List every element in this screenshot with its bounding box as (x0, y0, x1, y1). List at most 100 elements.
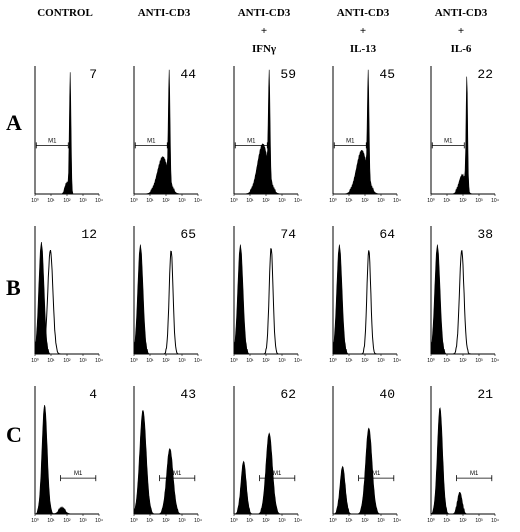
x-tick-label: 10⁰ (130, 518, 138, 524)
x-tick-label: 10³ (377, 518, 385, 524)
gate-label: M1 (48, 138, 57, 144)
x-tick-label: 10⁰ (427, 358, 435, 364)
gate-label: M1 (444, 138, 453, 144)
percent-value: 62 (280, 387, 296, 402)
percent-value: 64 (379, 227, 395, 242)
x-tick-label: 10³ (79, 198, 87, 204)
x-tick-label: 10² (262, 518, 270, 524)
x-tick-label: 10¹ (47, 198, 55, 204)
histogram-panel: 10⁰ 10¹ 10² 10³ 10⁴ M1 4 (31, 386, 103, 524)
x-tick-label: 10⁴ (393, 198, 401, 204)
x-tick-label: 10⁰ (230, 358, 238, 364)
percent-value: 74 (280, 227, 296, 242)
x-tick-label: 10² (361, 358, 369, 364)
percent-value: 38 (477, 227, 493, 242)
x-tick-label: 10⁴ (491, 198, 499, 204)
x-tick-label: 10³ (278, 358, 286, 364)
column-header: + (261, 25, 267, 37)
gate-label: M1 (346, 138, 355, 144)
histogram-panel: 10⁰ 10¹ 10² 10³ 10⁴ M1 45 (329, 66, 401, 204)
x-tick-label: 10² (262, 198, 270, 204)
x-tick-label: 10⁴ (491, 358, 499, 364)
x-tick-label: 10¹ (345, 358, 353, 364)
x-tick-label: 10¹ (47, 518, 55, 524)
x-tick-label: 10³ (475, 358, 483, 364)
x-tick-label: 10¹ (246, 358, 254, 364)
x-tick-label: 10² (162, 518, 170, 524)
column-header: IL-6 (451, 43, 472, 55)
x-tick-label: 10³ (278, 198, 286, 204)
column-header: ANTI-CD3 (138, 7, 191, 19)
x-tick-label: 10¹ (443, 358, 451, 364)
gate-label: M1 (74, 471, 83, 477)
histogram-filled (430, 407, 495, 515)
histogram-panel: 10⁰ 10¹ 10² 10³ 10⁴ M1 7 (31, 66, 103, 204)
percent-value: 12 (81, 227, 97, 242)
x-tick-label: 10⁰ (427, 518, 435, 524)
column-header: + (458, 25, 464, 37)
histogram-filled (133, 244, 198, 355)
histogram-panel: 10⁰ 10¹ 10² 10³ 10⁴ M1 59 (230, 66, 302, 204)
x-tick-label: 10⁴ (294, 198, 302, 204)
x-tick-label: 10⁴ (194, 518, 202, 524)
histogram-filled (134, 69, 198, 195)
x-tick-label: 10² (63, 198, 71, 204)
histogram-panel: 10⁰ 10¹ 10² 10³ 10⁴ 74 (230, 226, 302, 364)
histogram-filled (333, 69, 397, 195)
x-tick-label: 10³ (475, 198, 483, 204)
percent-value: 22 (477, 67, 493, 82)
x-tick-label: 10⁰ (31, 198, 39, 204)
row-label: A (6, 110, 22, 135)
x-tick-label: 10¹ (246, 518, 254, 524)
histogram-filled (431, 76, 495, 195)
row-label: C (6, 422, 22, 447)
histogram-filled (233, 244, 298, 355)
x-tick-label: 10⁰ (230, 198, 238, 204)
gate-label: M1 (372, 471, 381, 477)
percent-value: 40 (379, 387, 395, 402)
column-header: CONTROL (37, 7, 93, 19)
x-tick-label: 10¹ (345, 198, 353, 204)
gate-label: M1 (273, 471, 282, 477)
x-tick-label: 10³ (377, 198, 385, 204)
x-tick-label: 10³ (79, 518, 87, 524)
x-tick-label: 10¹ (146, 198, 154, 204)
x-tick-label: 10⁰ (329, 198, 337, 204)
x-tick-label: 10³ (178, 358, 186, 364)
percent-value: 45 (379, 67, 395, 82)
column-header: ANTI-CD3 (337, 7, 390, 19)
x-tick-label: 10¹ (345, 518, 353, 524)
x-tick-label: 10⁰ (31, 518, 39, 524)
row-label: B (6, 275, 21, 300)
column-header: IFNγ (252, 43, 276, 55)
x-tick-label: 10³ (178, 198, 186, 204)
x-tick-label: 10² (459, 198, 467, 204)
x-tick-label: 10² (63, 518, 71, 524)
histogram-filled (34, 241, 99, 355)
x-tick-label: 10³ (475, 518, 483, 524)
x-tick-label: 10¹ (443, 518, 451, 524)
histogram-panel: 10⁰ 10¹ 10² 10³ 10⁴ M1 21 (427, 386, 499, 524)
histogram-panel: 10⁰ 10¹ 10² 10³ 10⁴ M1 62 (230, 386, 302, 524)
x-tick-label: 10⁴ (294, 358, 302, 364)
percent-value: 65 (180, 227, 196, 242)
x-tick-label: 10⁴ (393, 358, 401, 364)
x-tick-label: 10¹ (443, 198, 451, 204)
x-tick-label: 10⁰ (329, 518, 337, 524)
x-tick-label: 10⁴ (95, 518, 103, 524)
x-tick-label: 10² (459, 358, 467, 364)
histogram-filled (34, 405, 99, 515)
x-tick-label: 10¹ (146, 358, 154, 364)
x-tick-label: 10² (361, 518, 369, 524)
x-tick-label: 10⁰ (130, 198, 138, 204)
column-header: + (360, 25, 366, 37)
x-tick-label: 10¹ (146, 518, 154, 524)
x-tick-label: 10⁴ (491, 518, 499, 524)
gate-label: M1 (470, 471, 479, 477)
x-tick-label: 10² (63, 358, 71, 364)
percent-value: 7 (89, 67, 97, 82)
x-tick-label: 10² (162, 358, 170, 364)
column-header: ANTI-CD3 (435, 7, 488, 19)
histogram-filled (35, 72, 99, 195)
